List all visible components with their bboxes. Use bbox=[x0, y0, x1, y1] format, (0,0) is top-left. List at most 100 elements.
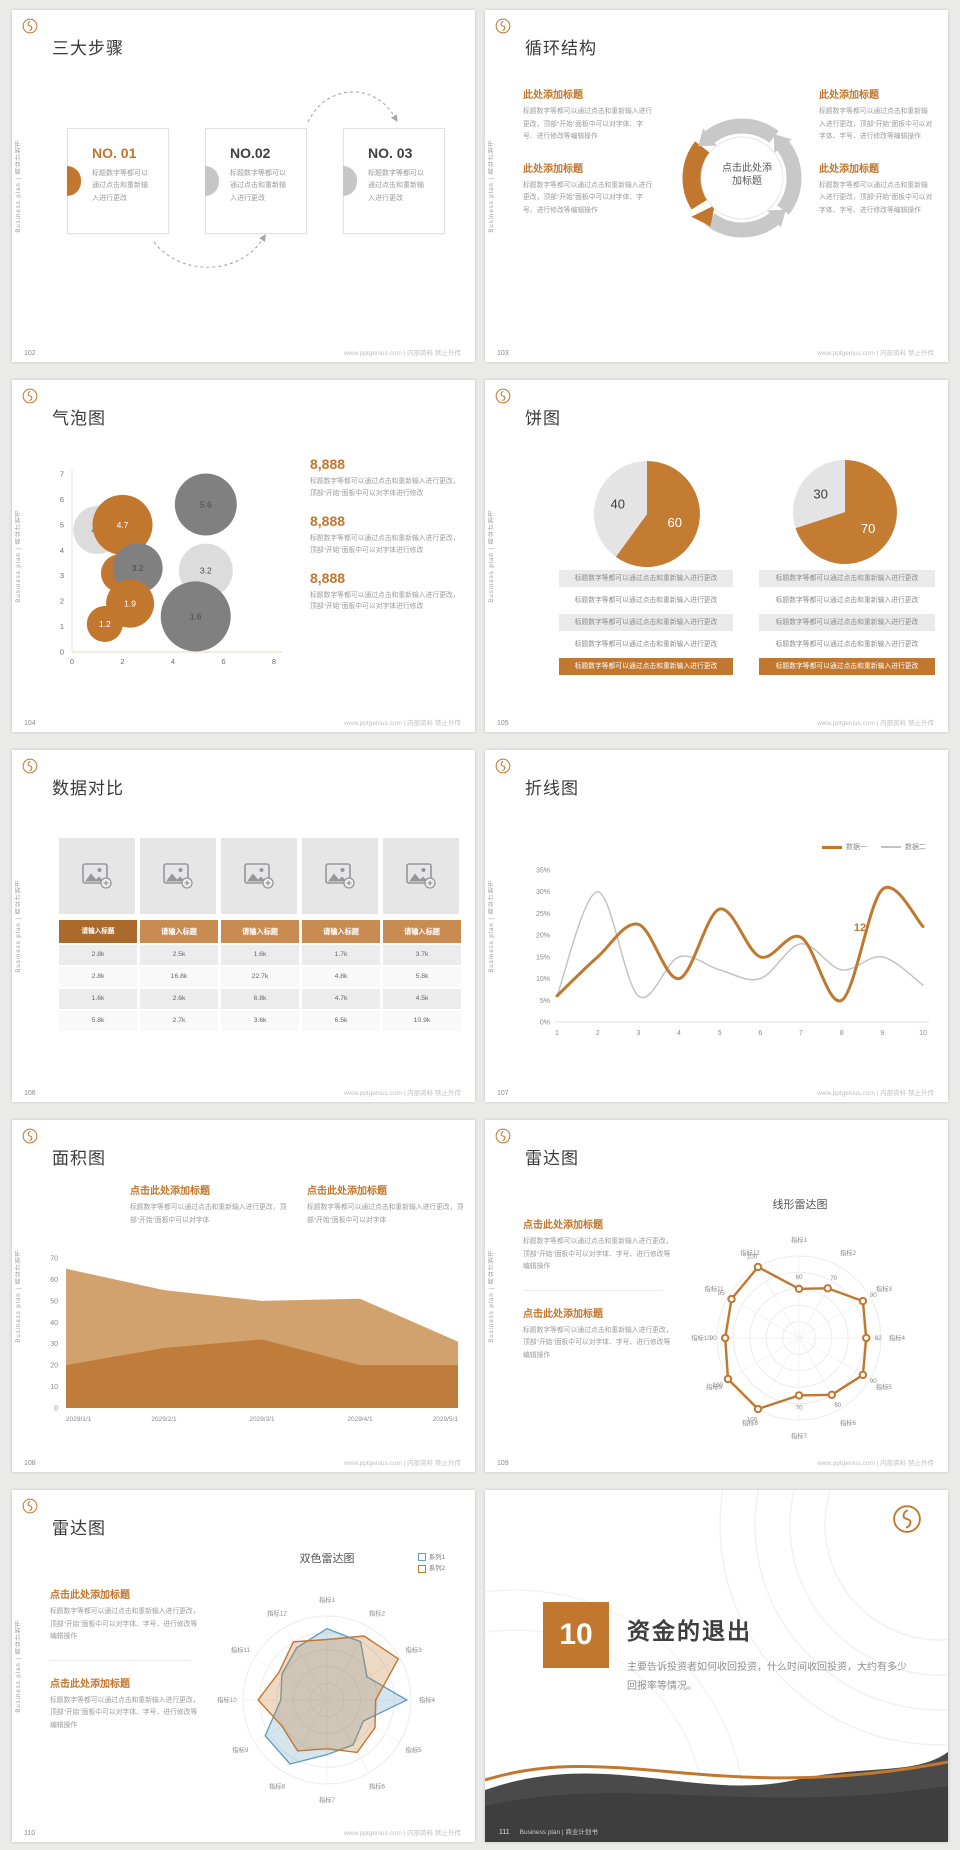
slide-title: 雷达图 bbox=[525, 1149, 579, 1168]
svg-text:40: 40 bbox=[50, 1320, 58, 1327]
caption-list-item: 标题数字等都可以通过点击和重新输入进行更改 bbox=[759, 614, 935, 631]
line-chart-legend: 数据一 数据二 bbox=[808, 842, 926, 852]
legend-swatch bbox=[417, 1564, 426, 1573]
svg-text:100: 100 bbox=[747, 1254, 758, 1261]
slide-title: 三大步骤 bbox=[52, 39, 124, 58]
svg-text:2: 2 bbox=[596, 1030, 600, 1037]
svg-text:1.9: 1.9 bbox=[124, 599, 136, 609]
svg-text:1.2: 1.2 bbox=[99, 619, 111, 629]
svg-text:50: 50 bbox=[50, 1298, 58, 1305]
svg-text:4: 4 bbox=[171, 657, 175, 666]
table-row: 5.8k 2.7k 3.6k 6.5k 10.9k bbox=[59, 1011, 461, 1031]
text-block: 点击此处添加标题 标题数字等都可以通过点击和重新输入进行更改，顶部“开始”面板中可… bbox=[523, 1305, 675, 1363]
brand-text: Business plan | 商业计划书 bbox=[519, 1829, 598, 1836]
table-row: 2.8k 16.8k 22.7k 4.8k 5.8k bbox=[59, 967, 461, 987]
table-cell: 2.8k bbox=[59, 945, 137, 965]
slide-title: 数据对比 bbox=[52, 779, 124, 798]
svg-text:70: 70 bbox=[50, 1256, 58, 1263]
page-number: 104 bbox=[24, 720, 36, 727]
svg-text:6: 6 bbox=[221, 657, 225, 666]
footer-site-text: www.pptgenius.com | 内部资料 禁止外传 bbox=[817, 1460, 934, 1467]
stat-body: 标题数字等都可以通过点击和重新输入进行更改，顶部“开始”面板中可以对字体进行修改 bbox=[310, 478, 460, 497]
caption-list-item: 标题数字等都可以通过点击和重新输入进行更改 bbox=[559, 658, 733, 675]
brand-logo-icon bbox=[495, 1128, 511, 1144]
table-cell: 16.8k bbox=[140, 967, 218, 987]
svg-text:5%: 5% bbox=[540, 998, 550, 1005]
pie-charts: 60 40 70 30 bbox=[485, 380, 948, 732]
table-header-cell: 请输入标题 bbox=[383, 920, 461, 943]
block-heading: 点击此处添加标题 bbox=[50, 1678, 130, 1690]
table-cell: 1.6k bbox=[221, 945, 299, 965]
table-cell: 1.6k bbox=[59, 989, 137, 1009]
legend-swatch bbox=[417, 1553, 426, 1562]
table-cell: 2.5k bbox=[140, 945, 218, 965]
legend-swatch bbox=[881, 846, 901, 848]
legend-item: 数据一 bbox=[822, 844, 867, 851]
caption-list-column: 标题数字等都可以通过点击和重新输入进行更改 标题数字等都可以通过点击和重新输入进行… bbox=[759, 570, 935, 680]
svg-text:指标11: 指标11 bbox=[705, 1284, 725, 1293]
table-cell: 1.7k bbox=[302, 945, 380, 965]
table-row: 2.8k 2.5k 1.6k 1.7k 3.7k bbox=[59, 945, 461, 965]
cover-swoosh-svg bbox=[485, 1490, 948, 1842]
slide-title: 气泡图 bbox=[52, 409, 106, 428]
text-block: 点击此处添加标题 标题数字等都可以通过点击和重新输入进行更改，顶部“开始”面板中可… bbox=[50, 1675, 202, 1733]
slide-111: 10 资金的退出 主要告诉投资者如何收回投资，什么时间收回投资，大约有多少回报率… bbox=[485, 1490, 948, 1842]
text-blocks: 点击此处添加标题 标题数字等都可以通过点击和重新输入进行更改，顶部“开始”面板中可… bbox=[523, 1216, 675, 1378]
svg-text:82: 82 bbox=[875, 1335, 883, 1342]
table-header-row: 请输入标题 请输入标题 请输入标题 请输入标题 请输入标题 bbox=[59, 920, 461, 943]
svg-text:指标1: 指标1 bbox=[791, 1235, 808, 1244]
step-tab-shape bbox=[205, 166, 219, 196]
footer-site-text: www.pptgenius.com | 内部资料 禁止外传 bbox=[817, 720, 934, 727]
step-box: NO.02 标题数字等都可以通过点击和重新输入进行更改 bbox=[205, 128, 307, 234]
slide-title: 雷达图 bbox=[52, 1519, 106, 1538]
table-cell: 4.5k bbox=[383, 989, 461, 1009]
svg-text:2029/1/1: 2029/1/1 bbox=[66, 1416, 92, 1423]
cover-footer: 111 Business plan | 商业计划书 bbox=[499, 1826, 598, 1836]
table-header-cell: 请输入标题 bbox=[302, 920, 380, 943]
radar-line-chart: 60 70 90 82 90 80 70 100 100 90 95 100 指标1 指标2 指标3 指标4 指… bbox=[485, 1120, 948, 1472]
cycle-arrows bbox=[682, 118, 802, 238]
slide-108: Business plan | 商业计划书 面积图 点击此处添加标题 标题数字等都… bbox=[12, 1120, 475, 1472]
brand-logo-icon bbox=[22, 758, 38, 774]
block-body: 标题数字等都可以通过点击和重新输入进行更改，顶部“开始”面板中可以对字体、字号、… bbox=[50, 1608, 200, 1641]
legend-label: 系列2 bbox=[428, 1565, 445, 1573]
slide-109: Business plan | 商业计划书 雷达图 点击此处添加标题 标题数字等都… bbox=[485, 1120, 948, 1472]
brand-logo-icon bbox=[495, 388, 511, 404]
table-cell: 6.5k bbox=[302, 1011, 380, 1031]
image-placeholder bbox=[140, 838, 216, 914]
radar-dual-svg: 指标1 指标2 指标3 指标4 指标5 指标6 指标7 指标8 指标9 指标10 指标11 指标12 bbox=[217, 1595, 435, 1804]
svg-text:60: 60 bbox=[667, 515, 681, 530]
caption-list-item: 标题数字等都可以通过点击和重新输入进行更改 bbox=[559, 570, 733, 587]
caption-list-item: 标题数字等都可以通过点击和重新输入进行更改 bbox=[759, 658, 935, 675]
svg-text:35%: 35% bbox=[536, 868, 550, 875]
slide-105: Business plan | 商业计划书 饼图 60 40 70 30 标题数字等都… bbox=[485, 380, 948, 732]
block-heading: 点击此处添加标题 bbox=[50, 1590, 130, 1601]
svg-text:20: 20 bbox=[50, 1363, 58, 1370]
svg-text:12: 12 bbox=[854, 922, 866, 934]
svg-text:指标7: 指标7 bbox=[791, 1431, 808, 1440]
data-table: 请输入标题 请输入标题 请输入标题 请输入标题 请输入标题 2.8k 2.5k 1.6k 1.7… bbox=[12, 750, 475, 1102]
svg-text:15%: 15% bbox=[536, 954, 550, 961]
svg-text:90: 90 bbox=[870, 1292, 878, 1299]
pie-charts-svg: 60 40 70 30 bbox=[593, 459, 897, 567]
svg-text:10: 10 bbox=[919, 1030, 927, 1037]
block-heading: 此处添加标题 bbox=[819, 90, 879, 101]
table-header-cell: 请输入标题 bbox=[140, 920, 218, 943]
svg-text:指标5: 指标5 bbox=[876, 1382, 893, 1391]
radar-chart-subtitle: 双色雷达图 bbox=[299, 1553, 355, 1565]
section-title: 资金的退出 bbox=[627, 1618, 752, 1644]
svg-text:3.2: 3.2 bbox=[132, 563, 144, 573]
svg-text:60: 60 bbox=[50, 1277, 58, 1284]
stat-body: 标题数字等都可以通过点击和重新输入进行更改，顶部“开始”面板中可以对字体进行修改 bbox=[310, 591, 460, 611]
text-block: 点击此处添加标题 标题数字等都可以通过点击和重新输入进行更改，顶部“开始”面板中可… bbox=[130, 1182, 302, 1227]
footer-site-text: www.pptgenius.com | 内部资料 禁止外传 bbox=[817, 1090, 934, 1097]
svg-text:30: 30 bbox=[813, 486, 827, 501]
line-chart: 0% 5% 10% 15% 20% 25% 30% 35% 1 2 3 4 5 6 7 8 9 10 12 bbox=[485, 750, 948, 1102]
step-number: NO. 01 bbox=[92, 145, 137, 161]
svg-text:5.6: 5.6 bbox=[200, 500, 212, 510]
caption-list-item: 标题数字等都可以通过点击和重新输入进行更改 bbox=[775, 597, 919, 604]
svg-text:0: 0 bbox=[60, 648, 64, 657]
svg-text:100: 100 bbox=[712, 1382, 723, 1389]
stat-body: 标题数字等都可以通过点击和重新输入进行更改，顶部“开始”面板中可以对字体进行修改 bbox=[310, 534, 460, 554]
svg-text:9: 9 bbox=[880, 1030, 884, 1037]
